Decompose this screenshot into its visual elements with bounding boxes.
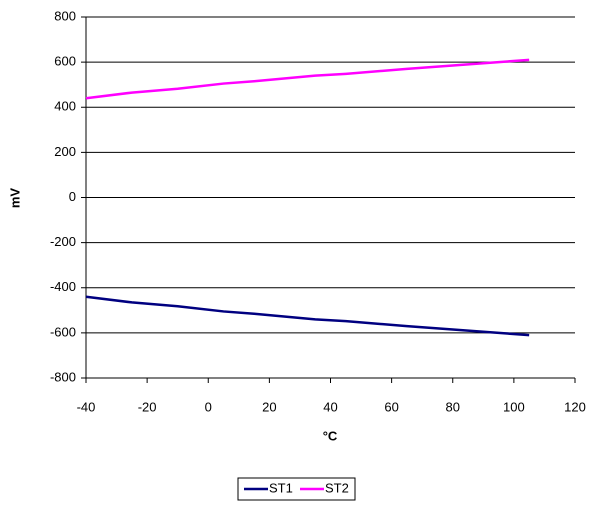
x-tick-label: 60: [384, 399, 398, 414]
y-tick-label: -800: [50, 369, 76, 384]
x-tick-label: -20: [138, 399, 157, 414]
x-tick-label: -40: [77, 399, 96, 414]
x-tick-label: 40: [323, 399, 337, 414]
y-tick-label: 600: [54, 54, 76, 69]
y-tick-label: -600: [50, 324, 76, 339]
legend-box: [237, 477, 356, 501]
x-tick-label: 120: [564, 399, 586, 414]
data-line: [85, 295, 530, 337]
x-tick-label: 100: [503, 399, 525, 414]
y-tick-label: -200: [50, 234, 76, 249]
legend-label: ST1: [269, 480, 293, 495]
y-tick-label: 0: [69, 189, 76, 204]
x-tick-label: 80: [446, 399, 460, 414]
y-tick-label: 400: [54, 99, 76, 114]
x-tick-label: 20: [262, 399, 276, 414]
y-tick-label: 200: [54, 144, 76, 159]
x-axis-label: °C: [323, 428, 338, 443]
y-tick-label: -400: [50, 279, 76, 294]
x-tick-label: 0: [205, 399, 212, 414]
y-tick-label: 800: [54, 8, 76, 23]
data-line: [85, 58, 530, 100]
y-axis-label: mV: [7, 188, 22, 209]
legend-label: ST2: [325, 480, 349, 495]
